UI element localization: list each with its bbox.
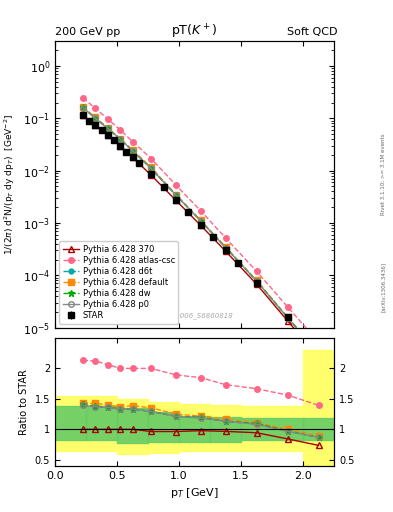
Pythia 6.428 370 xyxy=(81,112,85,118)
Pythia 6.428 370 xyxy=(149,172,154,178)
Pythia 6.428 default xyxy=(316,349,321,355)
Y-axis label: 1/(2$\pi$) d$^2$N/(p$_T$ dy dp$_T$)  [GeV$^{-2}$]: 1/(2$\pi$) d$^2$N/(p$_T$ dy dp$_T$) [GeV… xyxy=(3,114,17,255)
Pythia 6.428 dw xyxy=(174,192,178,198)
Line: Pythia 6.428 d6t: Pythia 6.428 d6t xyxy=(81,105,321,355)
Text: 200 GeV pp: 200 GeV pp xyxy=(55,27,120,37)
Pythia 6.428 dw xyxy=(149,165,154,172)
Pythia 6.428 d6t xyxy=(81,104,85,111)
Text: STAR_2006_S6860818: STAR_2006_S6860818 xyxy=(155,312,234,319)
Pythia 6.428 p0 xyxy=(174,192,178,198)
Pythia 6.428 dw xyxy=(93,115,98,121)
Pythia 6.428 atlas-csc xyxy=(316,339,321,345)
Pythia 6.428 p0 xyxy=(118,136,123,142)
Line: Pythia 6.428 dw: Pythia 6.428 dw xyxy=(79,104,322,356)
Pythia 6.428 p0 xyxy=(81,104,85,111)
Pythia 6.428 370 xyxy=(223,248,228,254)
Pythia 6.428 p0 xyxy=(149,165,154,172)
Pythia 6.428 d6t xyxy=(118,136,123,142)
Pythia 6.428 370 xyxy=(105,133,110,139)
Pythia 6.428 atlas-csc xyxy=(105,116,110,122)
Pythia 6.428 dw xyxy=(316,350,321,356)
Pythia 6.428 p0 xyxy=(316,350,321,356)
Pythia 6.428 dw xyxy=(285,314,290,321)
Pythia 6.428 d6t xyxy=(198,218,203,224)
Line: Pythia 6.428 370: Pythia 6.428 370 xyxy=(80,112,321,359)
Pythia 6.428 370 xyxy=(130,154,135,160)
Pythia 6.428 dw xyxy=(198,218,203,224)
Pythia 6.428 370 xyxy=(316,354,321,360)
Pythia 6.428 p0 xyxy=(285,315,290,321)
Legend: Pythia 6.428 370, Pythia 6.428 atlas-csc, Pythia 6.428 d6t, Pythia 6.428 default: Pythia 6.428 370, Pythia 6.428 atlas-csc… xyxy=(59,241,178,324)
Pythia 6.428 atlas-csc xyxy=(223,235,228,241)
Pythia 6.428 dw xyxy=(223,244,228,250)
Pythia 6.428 d6t xyxy=(285,315,290,321)
Pythia 6.428 atlas-csc xyxy=(118,127,123,133)
Pythia 6.428 d6t xyxy=(254,278,259,284)
Pythia 6.428 370 xyxy=(174,197,178,203)
Pythia 6.428 atlas-csc xyxy=(174,182,178,188)
Text: Rivet 3.1.10; >= 3.1M events: Rivet 3.1.10; >= 3.1M events xyxy=(381,133,386,215)
Pythia 6.428 default xyxy=(223,244,228,250)
Pythia 6.428 atlas-csc xyxy=(149,156,154,162)
Pythia 6.428 atlas-csc xyxy=(93,105,98,112)
Pythia 6.428 d6t xyxy=(105,125,110,132)
Pythia 6.428 d6t xyxy=(316,350,321,356)
Text: [arXiv:1306.3436]: [arXiv:1306.3436] xyxy=(381,262,386,312)
Pythia 6.428 default xyxy=(93,114,98,120)
Pythia 6.428 d6t xyxy=(93,115,98,121)
Pythia 6.428 d6t xyxy=(130,147,135,154)
Pythia 6.428 d6t xyxy=(223,244,228,250)
Pythia 6.428 p0 xyxy=(93,115,98,121)
Pythia 6.428 dw xyxy=(105,125,110,132)
Pythia 6.428 default xyxy=(174,191,178,198)
Pythia 6.428 dw xyxy=(254,278,259,284)
Pythia 6.428 370 xyxy=(285,318,290,324)
Pythia 6.428 p0 xyxy=(223,244,228,250)
Pythia 6.428 d6t xyxy=(149,165,154,172)
Pythia 6.428 default xyxy=(81,104,85,110)
Pythia 6.428 p0 xyxy=(254,278,259,284)
Pythia 6.428 p0 xyxy=(105,125,110,132)
Pythia 6.428 atlas-csc xyxy=(81,95,85,101)
Line: Pythia 6.428 atlas-csc: Pythia 6.428 atlas-csc xyxy=(80,95,321,345)
Pythia 6.428 default xyxy=(254,278,259,284)
Pythia 6.428 atlas-csc xyxy=(254,268,259,274)
Pythia 6.428 d6t xyxy=(174,192,178,198)
Pythia 6.428 370 xyxy=(198,222,203,228)
Pythia 6.428 dw xyxy=(130,147,135,154)
Pythia 6.428 atlas-csc xyxy=(198,208,203,214)
Pythia 6.428 atlas-csc xyxy=(130,138,135,144)
Pythia 6.428 370 xyxy=(254,281,259,287)
Text: Soft QCD: Soft QCD xyxy=(288,27,338,37)
Pythia 6.428 p0 xyxy=(198,218,203,224)
Pythia 6.428 default xyxy=(130,147,135,153)
Pythia 6.428 atlas-csc xyxy=(285,304,290,310)
Line: Pythia 6.428 default: Pythia 6.428 default xyxy=(80,104,321,355)
Title: pT($K^+$): pT($K^+$) xyxy=(171,23,218,41)
Pythia 6.428 dw xyxy=(81,104,85,111)
Pythia 6.428 default xyxy=(149,164,154,170)
Y-axis label: Ratio to STAR: Ratio to STAR xyxy=(19,369,29,435)
Pythia 6.428 default xyxy=(105,124,110,131)
Pythia 6.428 370 xyxy=(93,122,98,129)
Pythia 6.428 p0 xyxy=(130,147,135,154)
Pythia 6.428 370 xyxy=(118,142,123,148)
X-axis label: p$_T$ [GeV]: p$_T$ [GeV] xyxy=(170,486,219,500)
Pythia 6.428 default xyxy=(285,314,290,320)
Pythia 6.428 dw xyxy=(118,136,123,142)
Line: Pythia 6.428 p0: Pythia 6.428 p0 xyxy=(80,105,321,356)
Pythia 6.428 default xyxy=(118,136,123,142)
Pythia 6.428 default xyxy=(198,217,203,223)
